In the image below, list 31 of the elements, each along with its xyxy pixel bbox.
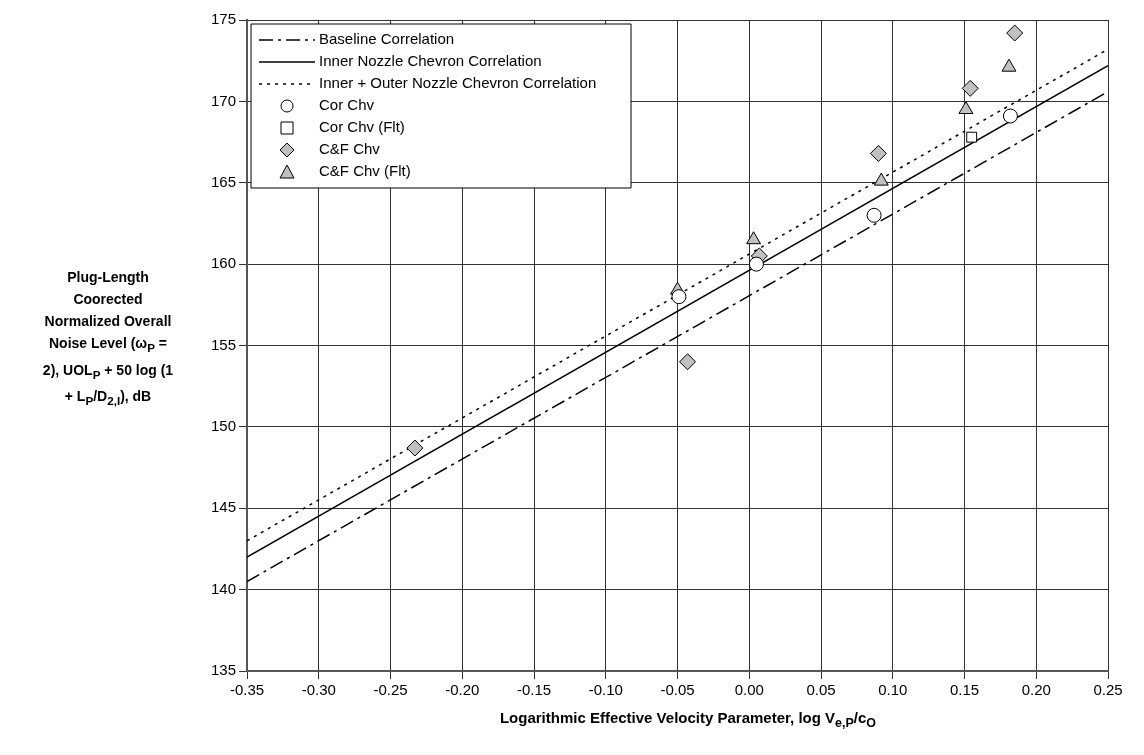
y-tick-label: 140 <box>211 579 237 597</box>
y-tick-label: 165 <box>211 172 237 190</box>
x-axis-title: Logarithmic Effective Velocity Parameter, log V$_{e,P}$/c$_{O}$ <box>498 709 878 730</box>
y-tick-label: 145 <box>211 498 237 516</box>
text: Plug-Length Coorected Normalized Overall Noise Level (ω$_{P}$ = 2), UOL$_{P}$ + 50 log (1 + L$_{P}$/D$_{2,I}$), dB <box>42 268 174 408</box>
x-tick-label: -0.20 <box>445 681 480 699</box>
legend-label: Cor Chv (Flt) <box>319 118 405 136</box>
x-tick-label: 0.25 <box>1093 681 1123 699</box>
x-tick-label: 0.10 <box>878 681 908 699</box>
y-tick-label: 170 <box>211 91 237 109</box>
x-tick-label: 0.05 <box>806 681 836 699</box>
legend-label: Cor Chv <box>319 96 375 114</box>
legend-label: C&F Chv <box>319 140 381 158</box>
y-tick-label: 175 <box>211 10 237 28</box>
x-tick-label: -0.15 <box>516 681 552 699</box>
y-tick-label: 160 <box>211 254 237 272</box>
legend-label: Baseline Correlation <box>319 30 455 48</box>
y-tick-label: 135 <box>211 661 237 679</box>
x-tick-label: -0.10 <box>588 681 623 699</box>
legend-label: C&F Chv (Flt) <box>319 162 411 180</box>
x-tick-label: -0.25 <box>373 681 408 699</box>
x-tick-label: -0.05 <box>660 681 695 699</box>
y-tick-label: 155 <box>211 335 237 353</box>
y-tick-label: 150 <box>211 417 237 435</box>
x-tick-label: -0.35 <box>229 681 265 699</box>
legend-label: Inner + Outer Nozzle Chevron Correlation <box>319 74 597 92</box>
x-tick-label: 0.20 <box>1021 681 1051 699</box>
x-tick-label: 0.15 <box>949 681 980 699</box>
legend-label: Inner Nozzle Chevron Correlation <box>319 52 542 70</box>
x-tick-label: -0.30 <box>301 681 336 699</box>
x-tick-label: 0.00 <box>734 681 764 699</box>
